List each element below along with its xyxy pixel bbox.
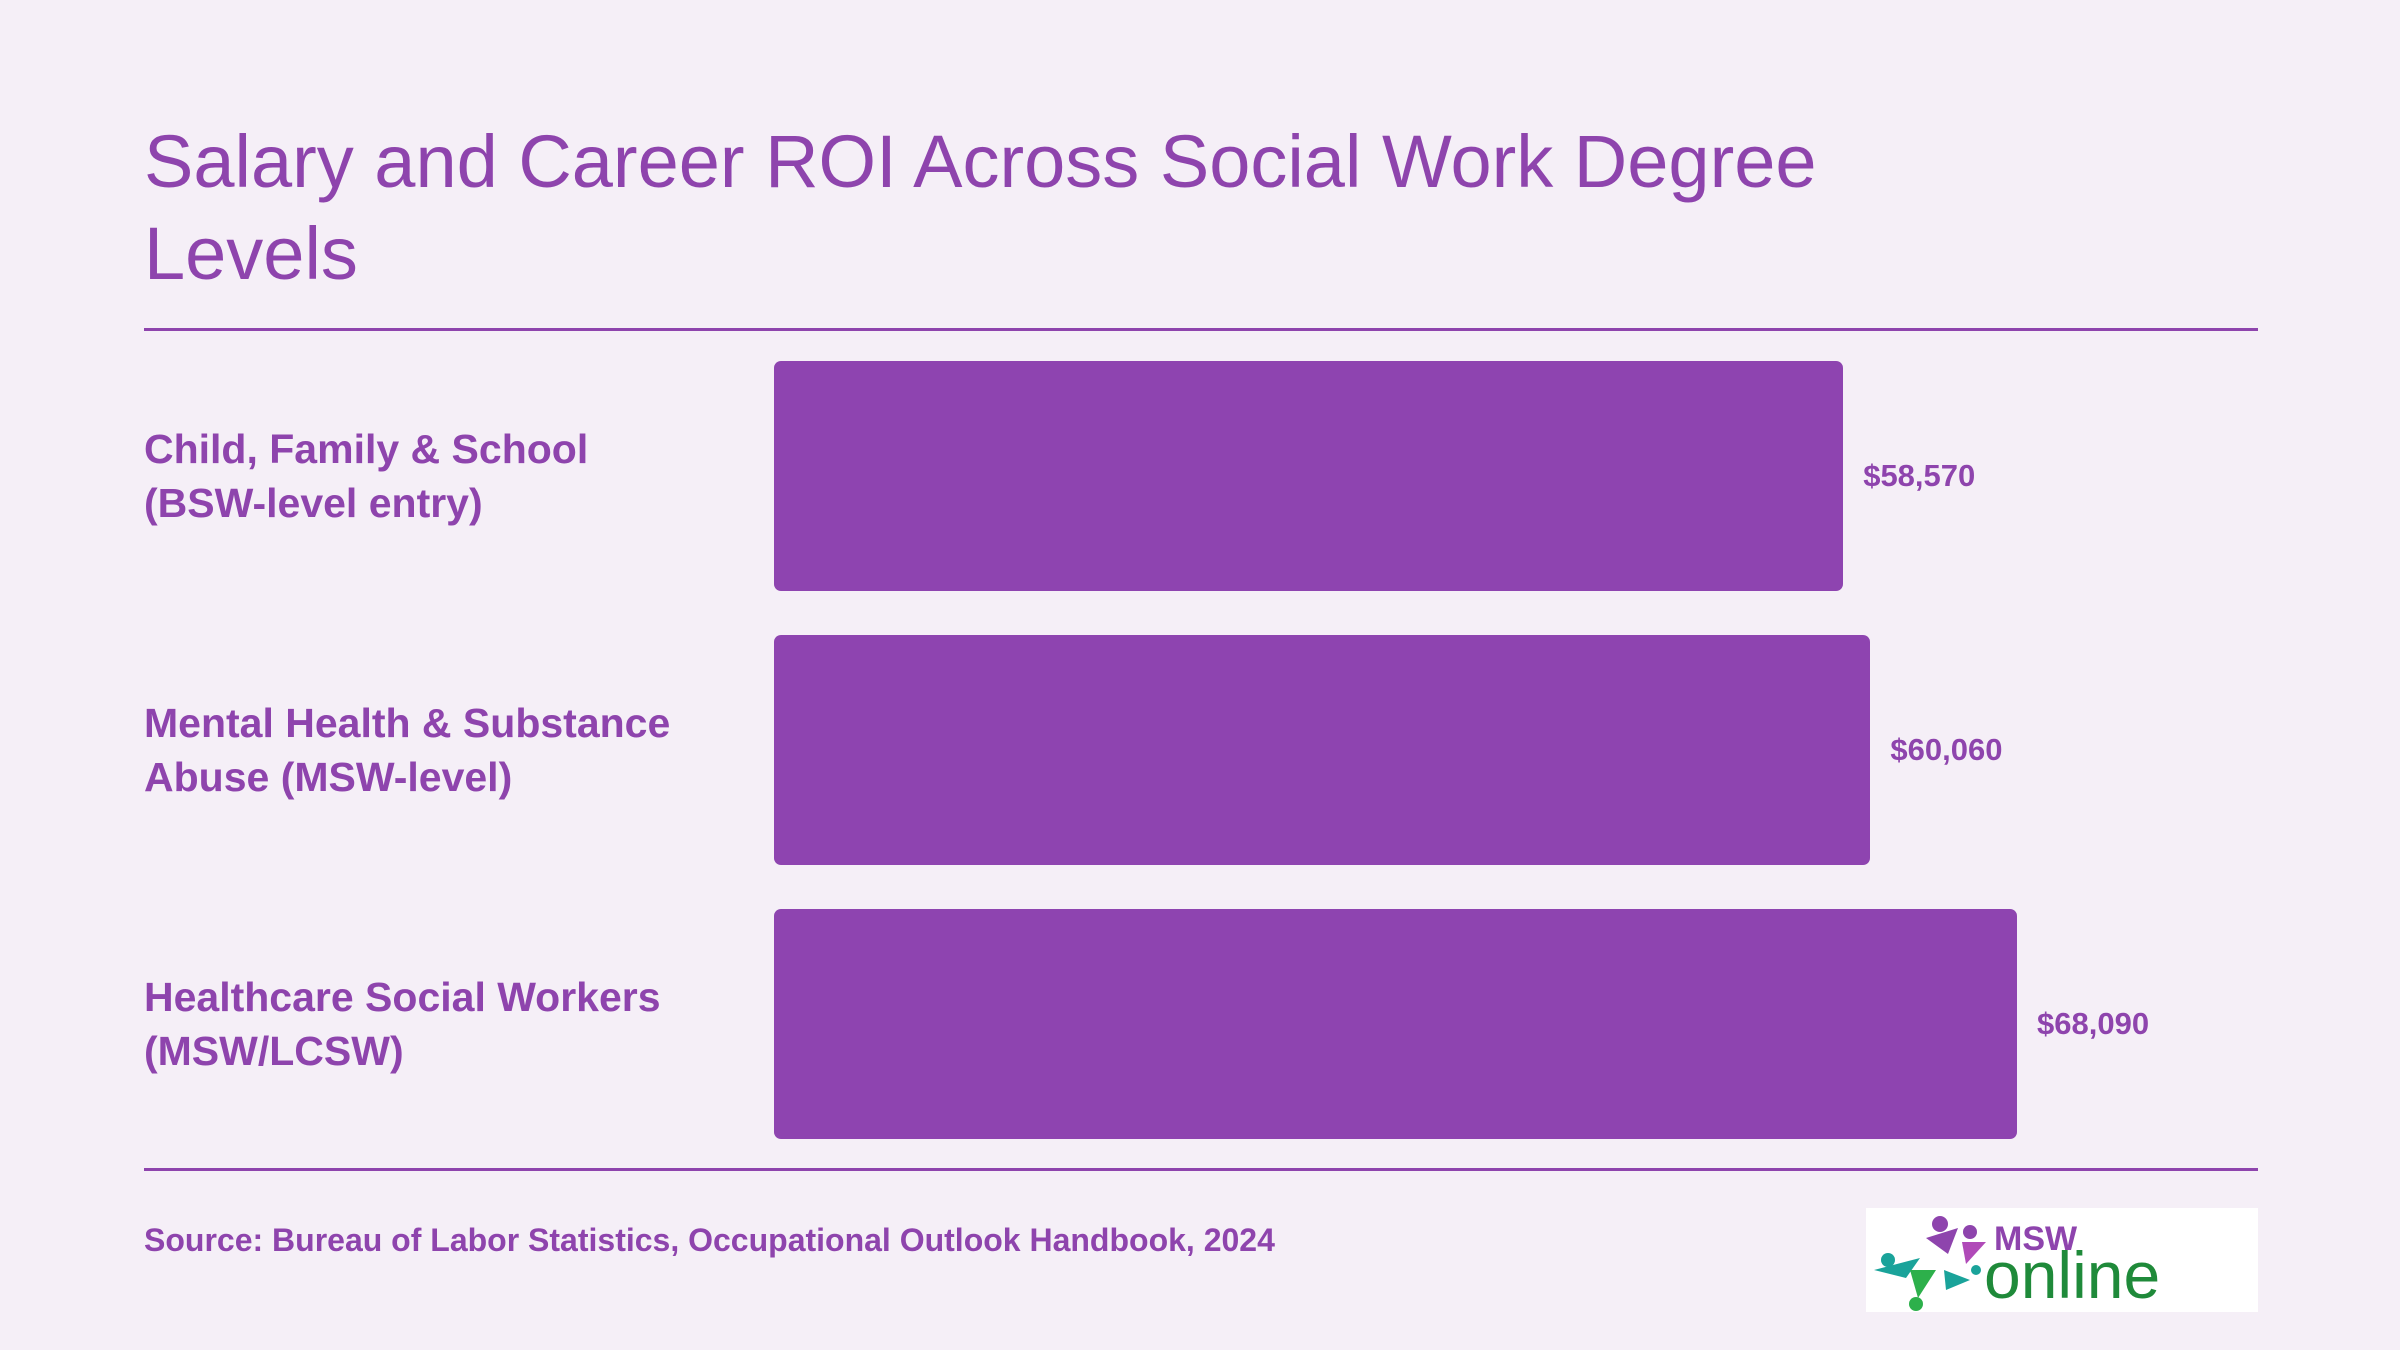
category-label: Mental Health & Substance Abuse (MSW-lev… <box>144 700 671 800</box>
logo: MSW online <box>1866 1208 2258 1312</box>
source-note: Source: Bureau of Labor Statistics, Occu… <box>144 1222 1275 1258</box>
bottom-rule <box>144 1168 2258 1171</box>
value-label: $68,090 <box>2037 1006 2150 1041</box>
logo-bottom-text: online <box>1984 1238 2160 1312</box>
logo-graphic: MSW online <box>1874 1216 2160 1312</box>
category-label: Child, Family & School (BSW-level entry) <box>144 426 589 526</box>
value-label: $60,060 <box>1890 732 2003 767</box>
bar <box>774 635 1871 865</box>
bar <box>774 909 2017 1139</box>
value-label: $58,570 <box>1863 458 1976 493</box>
top-rule <box>144 328 2258 331</box>
chart-title: Salary and Career ROI Across Social Work… <box>144 120 1817 295</box>
bar <box>774 361 1844 591</box>
logo-icon <box>1874 1216 1986 1311</box>
logo-top-text: MSW <box>1994 1220 2078 1258</box>
category-label: Healthcare Social Workers (MSW/LCSW) <box>144 974 661 1074</box>
